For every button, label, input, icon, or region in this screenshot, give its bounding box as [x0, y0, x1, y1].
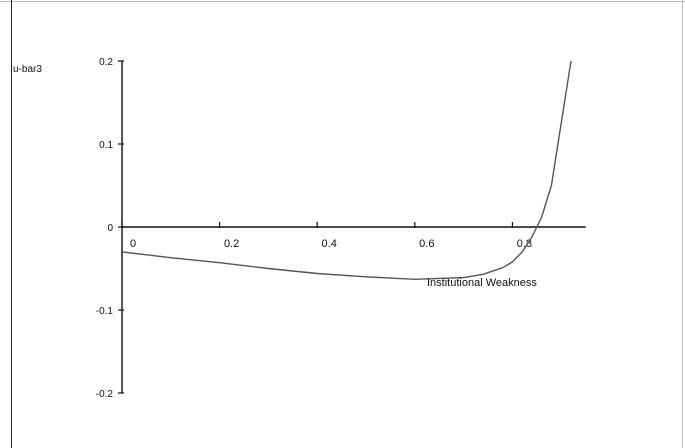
- tick-labels: 0.2 0.1 0 -0.1 -0.2 0 0.2 0.4 0.6 0.8: [96, 57, 532, 400]
- y-tick-label: -0.2: [96, 389, 114, 400]
- y-axis-label: u-bar3: [13, 64, 42, 75]
- x-axis-label: Institutional Weakness: [427, 277, 537, 289]
- series-layer: [121, 60, 572, 280]
- tick-marks: [118, 60, 514, 394]
- x-tick-label: 0.4: [322, 238, 337, 250]
- x-tick-label: 0.6: [419, 238, 434, 250]
- x-tick-label: 0: [130, 238, 136, 250]
- y-tick-label: 0: [107, 223, 113, 234]
- y-tick-label: 0.2: [99, 57, 113, 68]
- x-tick-label: 0.8: [517, 238, 532, 250]
- y-tick-label: 0.1: [99, 140, 113, 151]
- x-tick-label: 0.2: [224, 238, 239, 250]
- series-line: [121, 60, 572, 280]
- y-tick-label: -0.1: [96, 306, 114, 317]
- axes: [121, 61, 586, 393]
